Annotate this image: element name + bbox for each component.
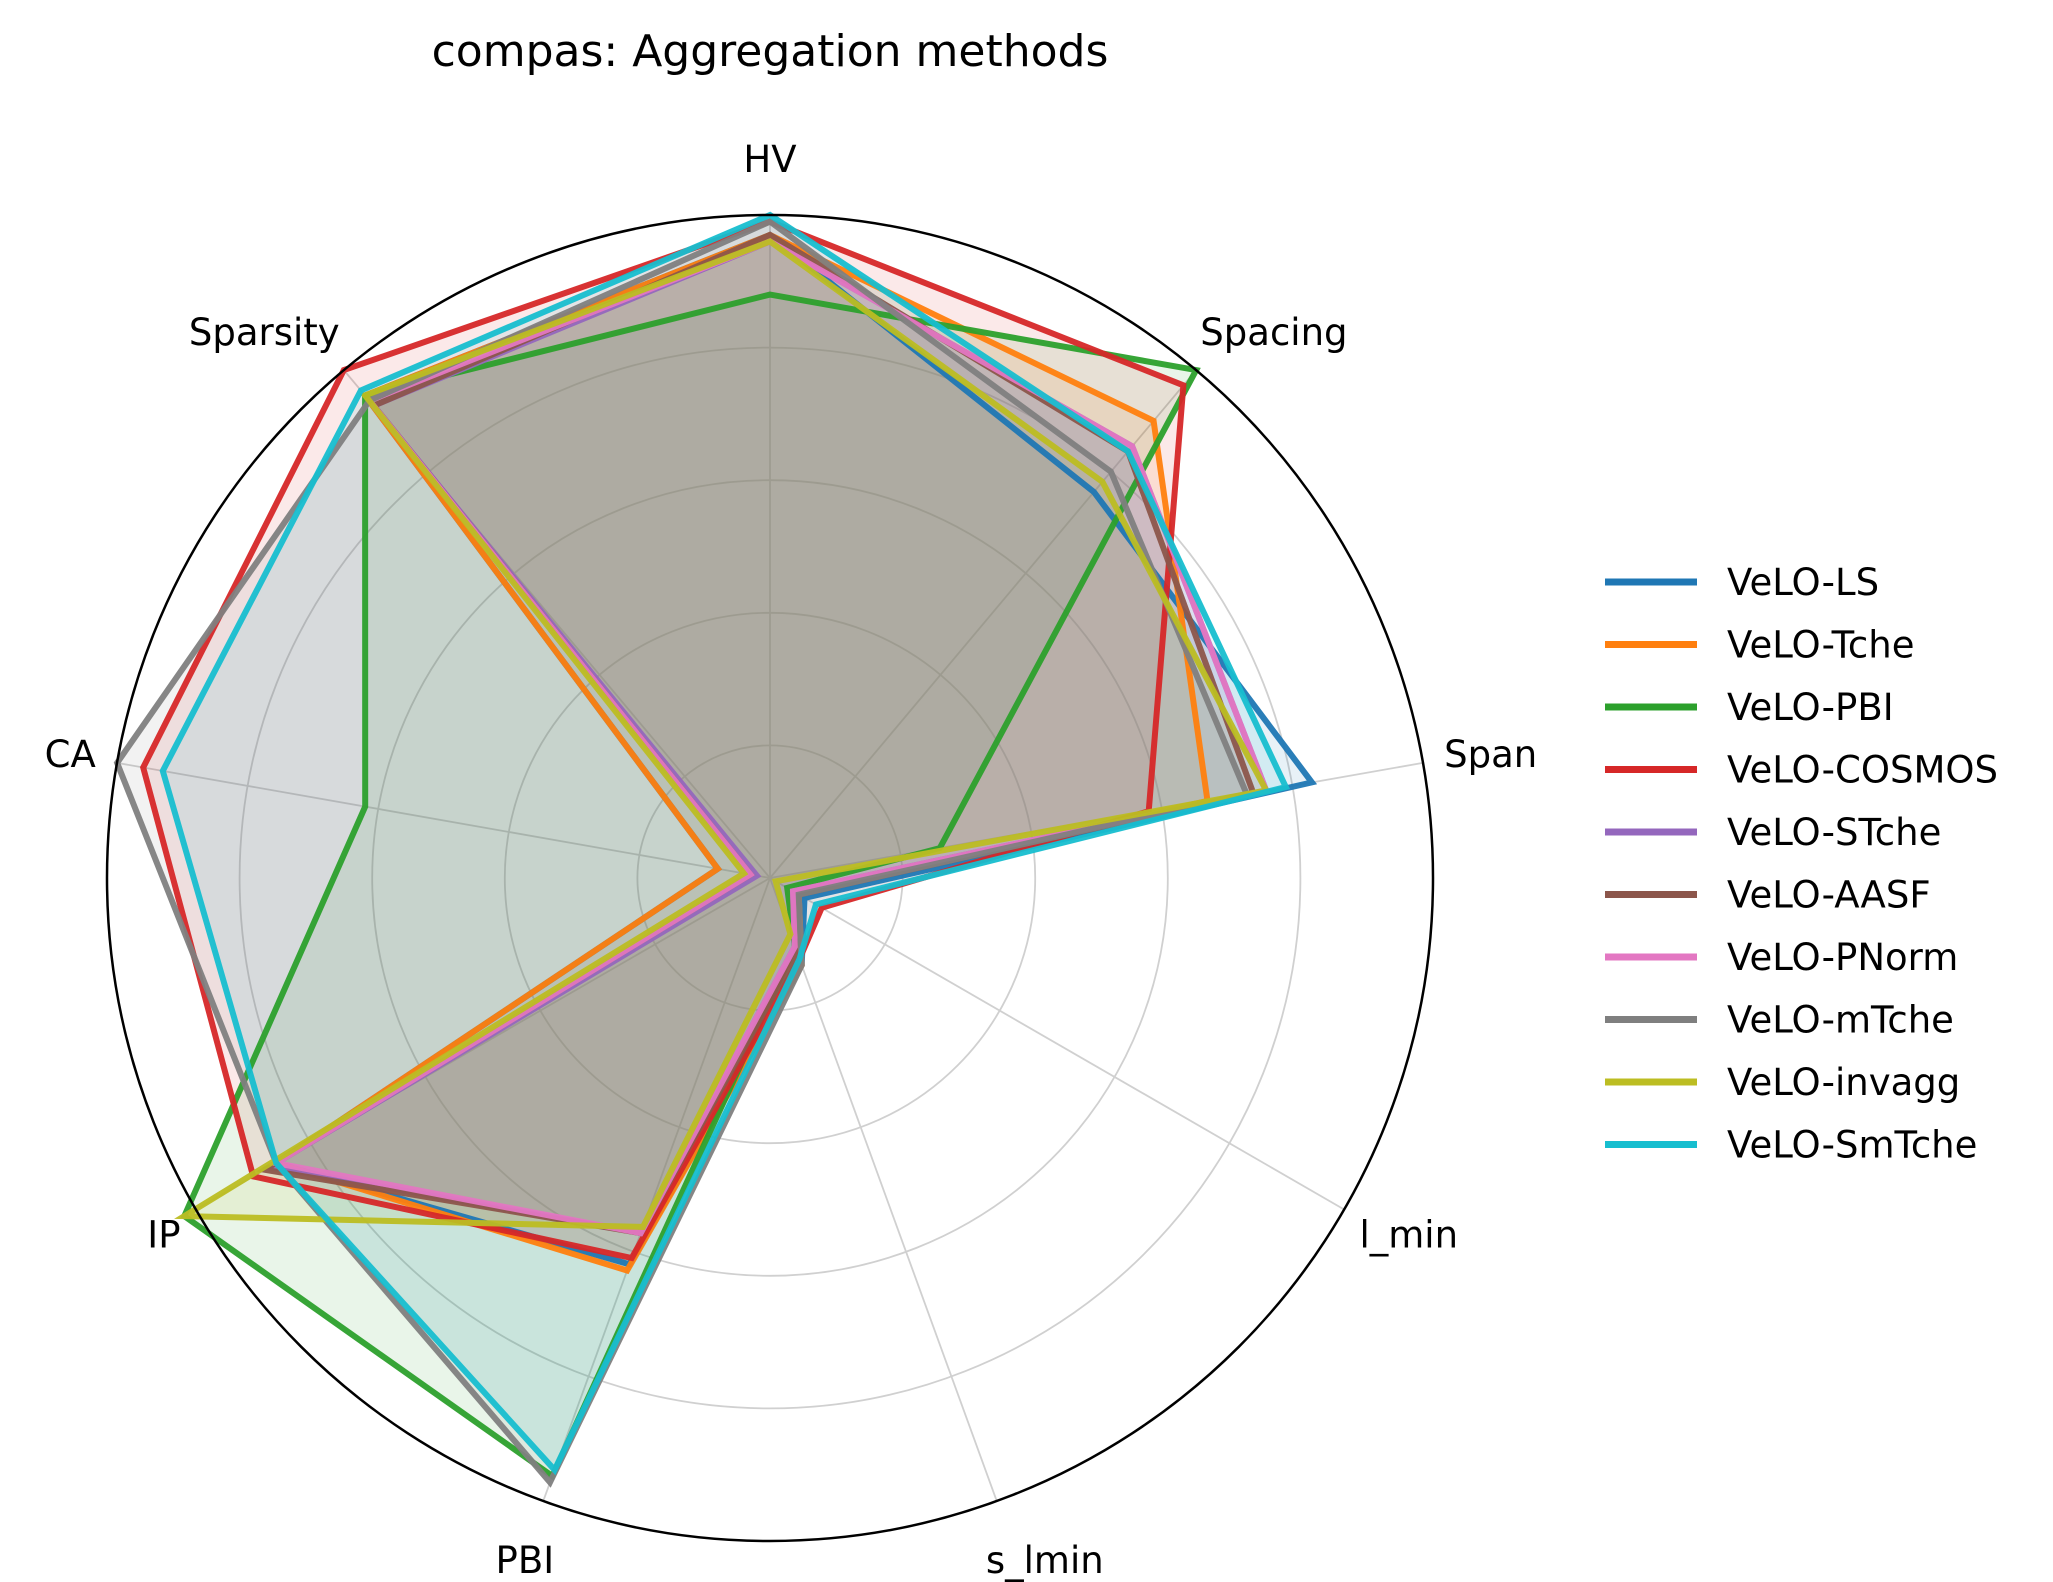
axis-label-sparsity: Sparsity xyxy=(189,311,340,354)
axis-label-s-lmin: s_lmin xyxy=(986,1539,1104,1582)
spoke-l-min xyxy=(769,877,1345,1211)
axis-label-l-min: l_min xyxy=(1359,1214,1458,1257)
axis-label-hv: HV xyxy=(743,138,796,181)
legend-label-velo-invagg: VeLO-invagg xyxy=(1727,1061,1960,1104)
series-line-velo-invagg xyxy=(174,238,1271,1230)
legend-label-velo-tche: VeLO-Tche xyxy=(1727,624,1914,667)
series-line-velo-smtche xyxy=(159,211,1291,1476)
axis-labels: HV Spacing Span l_min s_lmin PBI IP CA Sparsity xyxy=(45,138,1538,1582)
series-fill-velo-invagg xyxy=(184,241,1267,1227)
legend-label-velo-smtche: VeLO-SmTche xyxy=(1727,1124,1977,1167)
axis-label-pbi: PBI xyxy=(496,1539,555,1582)
spoke-pbi xyxy=(542,877,771,1502)
legend-label-velo-pbi: VeLO-PBI xyxy=(1727,686,1894,729)
series-lines xyxy=(113,211,1318,1488)
legend-label-velo-pnorm: VeLO-PNorm xyxy=(1727,936,1958,979)
series-fill-velo-aasf xyxy=(264,234,1254,1234)
radar-grid xyxy=(116,215,1424,1502)
legend-label-velo-ls: VeLO-LS xyxy=(1727,561,1879,604)
legend-label-velo-cosmos: VeLO-COSMOS xyxy=(1727,749,1998,792)
outer-circle xyxy=(105,213,1435,1543)
legend-label-velo-stche: VeLO-STche xyxy=(1727,811,1941,854)
chart-title: compas: Aggregation methods xyxy=(432,26,1109,77)
radar-frame xyxy=(105,213,1435,1543)
axis-label-spacing: Spacing xyxy=(1200,311,1347,354)
axis-label-span: Span xyxy=(1444,733,1537,776)
series-fills xyxy=(117,215,1312,1483)
spoke-spacing xyxy=(769,369,1197,879)
series-fill-velo-tche xyxy=(276,234,1208,1271)
legend-label-velo-mtche: VeLO-mTche xyxy=(1727,999,1954,1042)
series-fill-velo-mtche xyxy=(117,221,1247,1483)
series-fill-velo-stche xyxy=(270,241,1267,1234)
spoke-s-lmin xyxy=(769,877,998,1502)
legend-label-velo-aasf: VeLO-AASF xyxy=(1727,874,1931,917)
axis-label-ip: IP xyxy=(147,1214,180,1257)
spoke-ca xyxy=(116,761,771,879)
series-fill-velo-pnorm xyxy=(276,241,1267,1234)
axis-label-ca: CA xyxy=(45,733,96,776)
series-line-velo-pbi xyxy=(180,291,1201,1481)
series-fill-velo-cosmos xyxy=(143,221,1184,1259)
legend: VeLO-LS VeLO-Tche VeLO-PBI VeLO-COSMOS VeLO-… xyxy=(1605,561,1998,1167)
